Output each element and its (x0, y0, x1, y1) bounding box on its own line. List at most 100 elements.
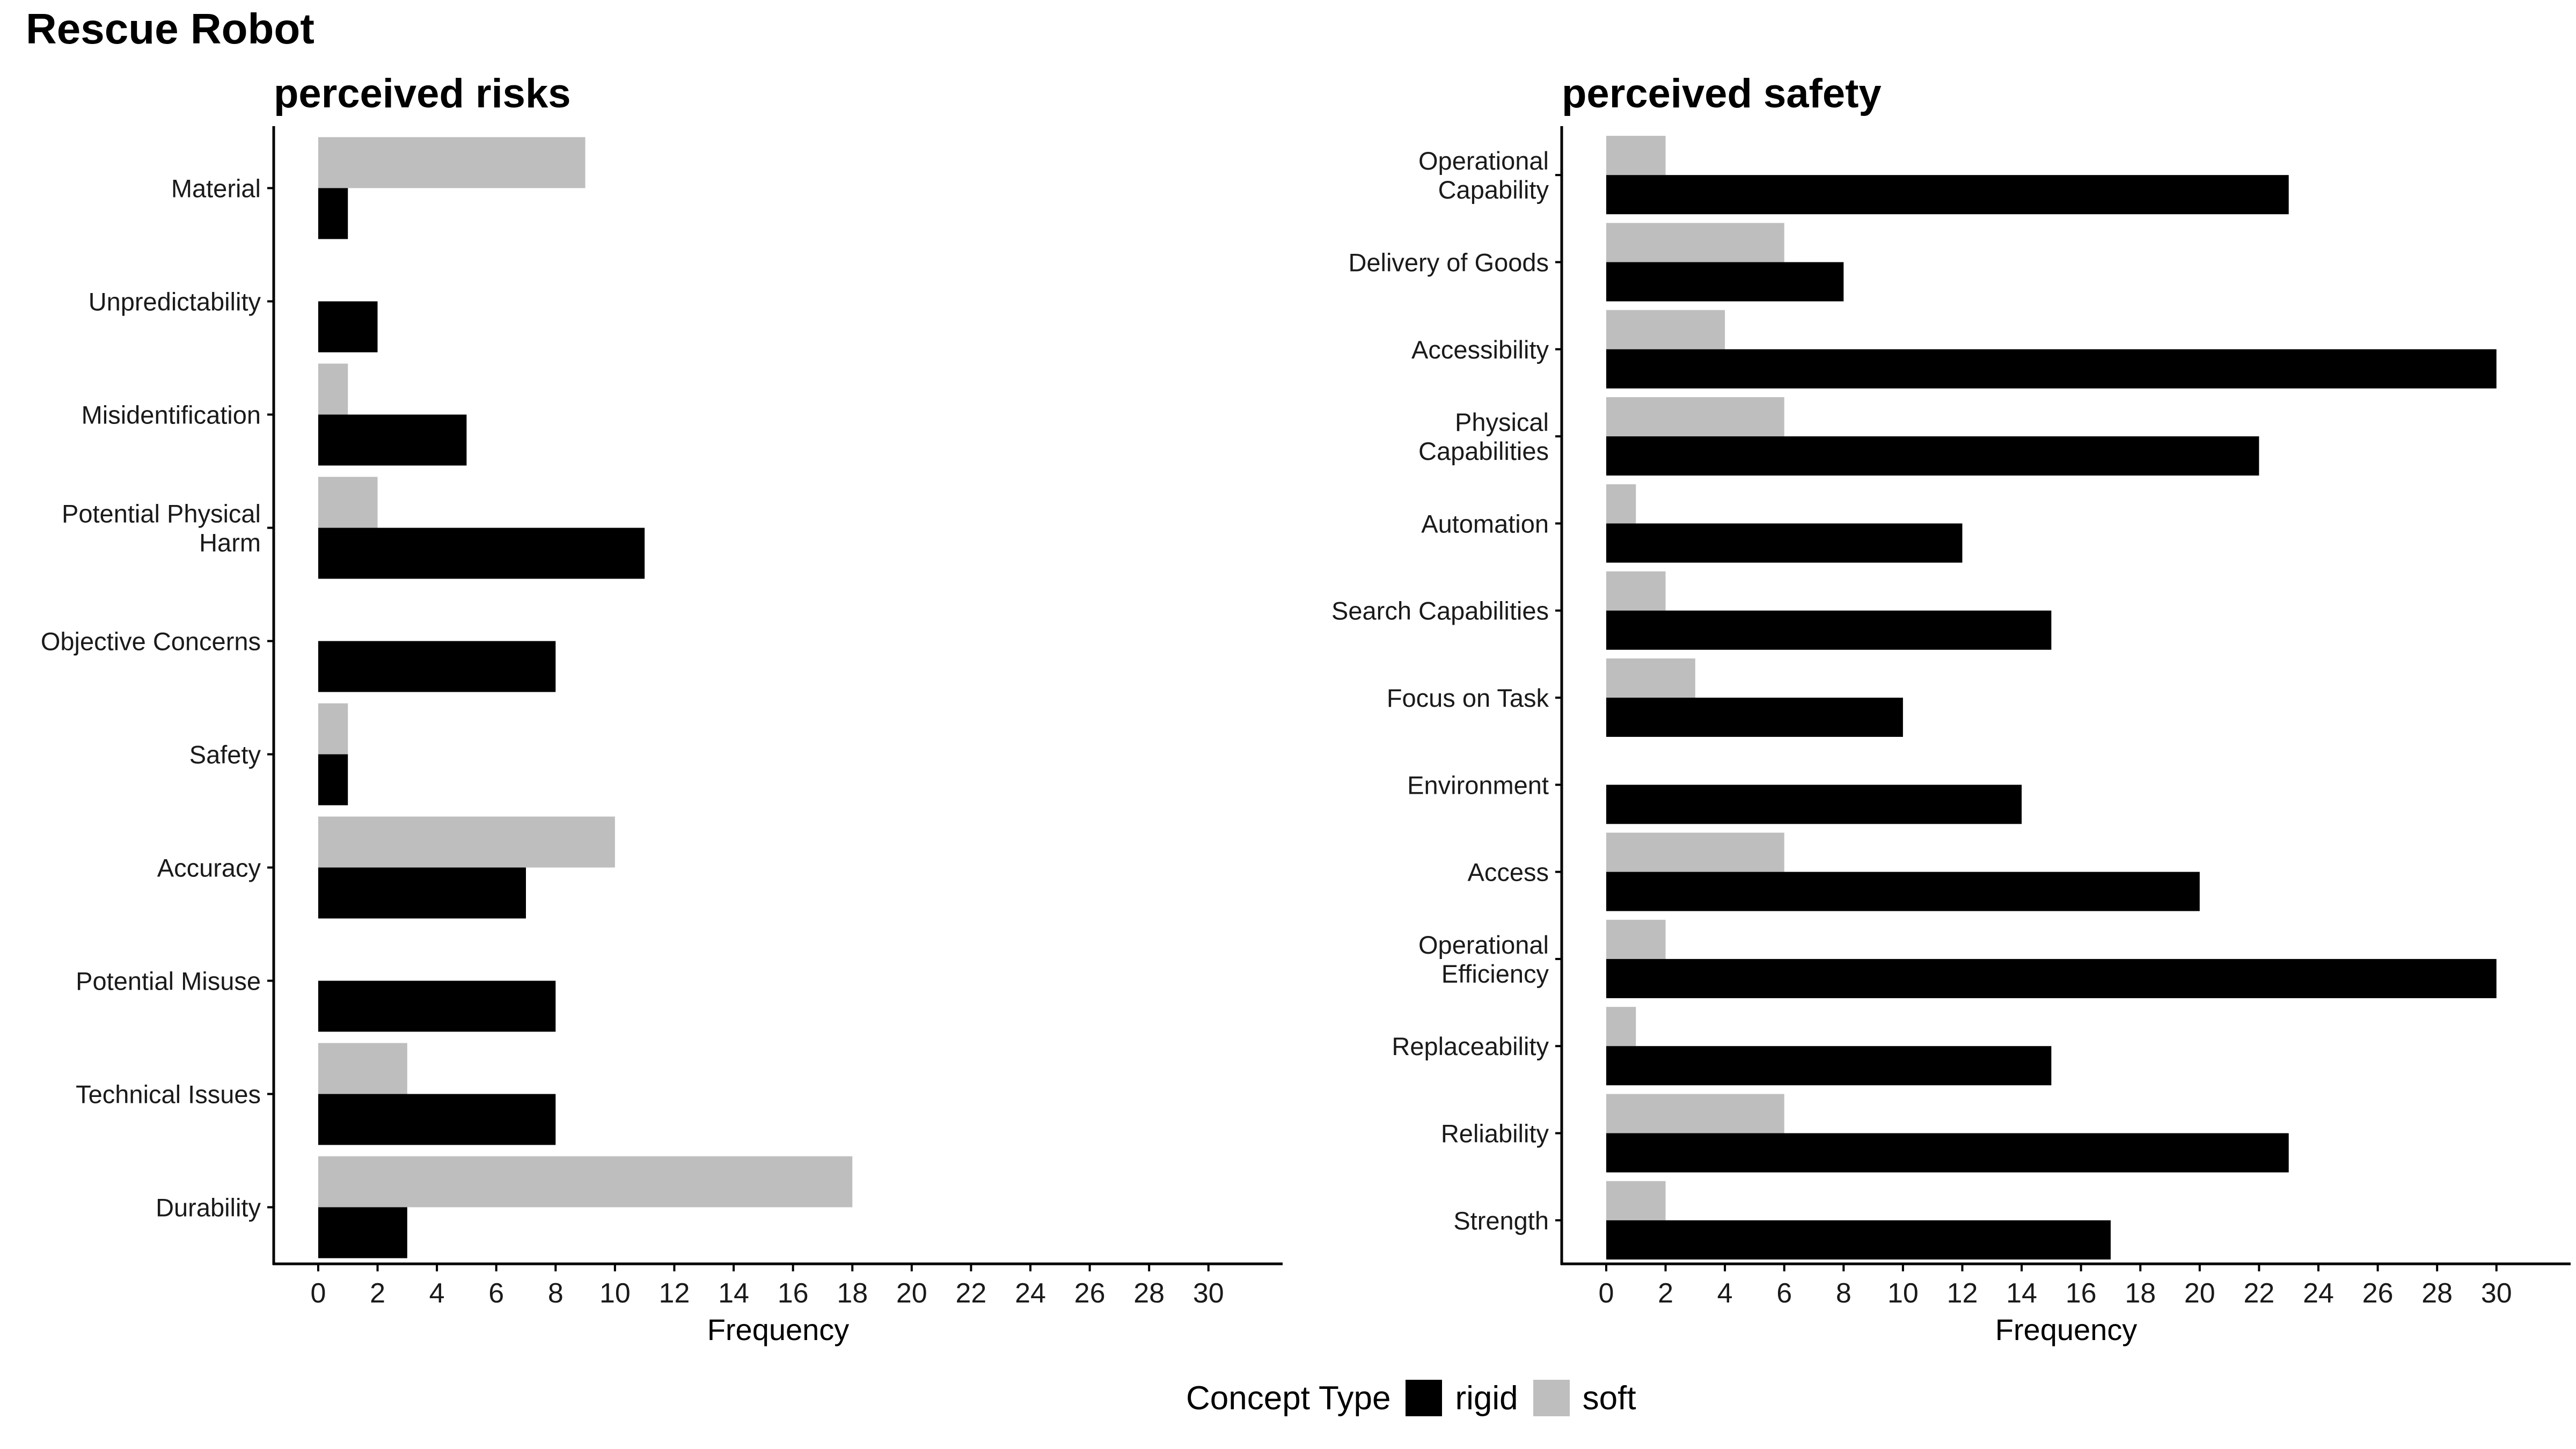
x-tick-label: 2 (370, 1278, 385, 1309)
bar-soft-risks-3 (318, 816, 615, 868)
legend-label-rigid: rigid (1455, 1379, 1518, 1417)
x-tick-label: 14 (2006, 1278, 2037, 1309)
x-tick-label: 20 (2184, 1278, 2215, 1309)
y-tick-label: Material (171, 174, 261, 203)
y-tick-label: Operational Capability (1418, 147, 1549, 204)
chart-perceived-safety: perceived safety Strength Reliability Repla… (1331, 71, 2571, 1346)
bar-rigid-risks-6 (318, 528, 645, 579)
x-tick-label: 18 (837, 1278, 868, 1309)
bar-soft-safety-12 (1606, 136, 1666, 175)
y-tick-label: Accuracy (157, 854, 261, 882)
bar-rigid-safety-9 (1606, 436, 2259, 476)
x-tick-label: 4 (1717, 1278, 1733, 1309)
bar-rigid-safety-2 (1606, 1046, 2052, 1086)
legend-title: Concept Type (1186, 1379, 1391, 1417)
bar-rigid-safety-5 (1606, 785, 2022, 824)
bar-rigid-risks-5 (318, 641, 556, 692)
x-tick-label: 8 (1836, 1278, 1851, 1309)
page-title: Rescue Robot (26, 5, 314, 53)
bar-rigid-safety-3 (1606, 958, 2497, 998)
y-tick-label: Unpredictability (89, 288, 261, 316)
y-tick-label: Physical Capabilities (1418, 408, 1549, 465)
bar-rigid-risks-3 (318, 867, 526, 919)
y-tick-label: Delivery of Goods (1348, 248, 1549, 276)
bar-soft-safety-6 (1606, 658, 1695, 698)
y-tick-label: Durability (156, 1194, 261, 1222)
bar-rigid-safety-1 (1606, 1133, 2289, 1173)
x-tick-label: 24 (1015, 1278, 1046, 1309)
x-tick-label: 0 (310, 1278, 326, 1309)
x-tick-label: 8 (548, 1278, 564, 1309)
x-tick-label: 14 (718, 1278, 749, 1309)
x-tick-label: 0 (1598, 1278, 1614, 1309)
y-tick-label: Potential Physical Harm (62, 500, 261, 557)
bar-soft-risks-4 (318, 703, 348, 755)
y-tick-label: Operational Efficiency (1418, 931, 1549, 988)
bar-rigid-risks-2 (318, 980, 556, 1032)
bar-soft-risks-6 (318, 477, 378, 528)
x-tick-label: 22 (955, 1278, 986, 1309)
chart-title: perceived risks (274, 71, 571, 116)
legend-swatch-soft (1533, 1380, 1570, 1416)
x-tick-label: 10 (1887, 1278, 1919, 1309)
y-tick-label: Access (1468, 858, 1549, 887)
x-tick-label: 16 (2066, 1278, 2097, 1309)
bar-rigid-safety-4 (1606, 872, 2200, 911)
y-tick-label: Replaceability (1392, 1032, 1549, 1060)
x-tick-label: 22 (2243, 1278, 2274, 1309)
y-tick-label: Automation (1421, 509, 1549, 538)
bar-rigid-safety-12 (1606, 175, 2289, 215)
bar-rigid-safety-10 (1606, 349, 2497, 389)
bar-soft-safety-7 (1606, 571, 1666, 611)
bar-soft-safety-2 (1606, 1007, 1636, 1046)
bar-soft-risks-7 (318, 363, 348, 415)
bar-rigid-safety-7 (1606, 610, 2052, 650)
bar-soft-risks-1 (318, 1043, 407, 1094)
y-tick-label: Environment (1407, 771, 1549, 799)
bar-rigid-risks-7 (318, 414, 467, 466)
y-tick-label: Objective Concerns (41, 627, 261, 656)
y-tick-label: Search Capabilities (1331, 597, 1549, 625)
bar-rigid-safety-11 (1606, 262, 1844, 302)
x-tick-label: 12 (1947, 1278, 1978, 1309)
bar-rigid-risks-4 (318, 754, 348, 806)
y-tick-label: Strength (1453, 1206, 1549, 1235)
legend-swatch-rigid (1406, 1380, 1443, 1416)
x-tick-label: 16 (778, 1278, 809, 1309)
x-tick-label: 18 (2125, 1278, 2156, 1309)
y-tick-label: Misidentification (82, 401, 261, 429)
x-tick-label: 2 (1658, 1278, 1673, 1309)
x-tick-label: 28 (1133, 1278, 1165, 1309)
bar-soft-safety-3 (1606, 919, 1666, 959)
bar-soft-risks-9 (318, 137, 586, 188)
y-tick-label: Technical Issues (76, 1080, 261, 1109)
x-tick-label: 24 (2303, 1278, 2334, 1309)
bar-soft-safety-1 (1606, 1094, 1784, 1133)
bar-rigid-safety-8 (1606, 523, 1963, 563)
x-tick-label: 20 (896, 1278, 927, 1309)
bar-rigid-risks-8 (318, 301, 378, 353)
bar-rigid-safety-0 (1606, 1220, 2111, 1260)
y-tick-label: Accessibility (1411, 335, 1549, 364)
legend: Concept Type rigid soft (1186, 1374, 1651, 1422)
bar-soft-safety-0 (1606, 1181, 1666, 1220)
x-axis-title: Frequency (1995, 1313, 2138, 1346)
y-tick-label: Potential Misuse (76, 967, 261, 996)
y-tick-label: Focus on Task (1387, 684, 1549, 712)
bar-soft-safety-4 (1606, 832, 1784, 872)
x-tick-label: 6 (1776, 1278, 1792, 1309)
bar-rigid-risks-0 (318, 1207, 407, 1258)
bar-soft-safety-9 (1606, 397, 1784, 437)
x-tick-label: 10 (599, 1278, 631, 1309)
bar-rigid-risks-1 (318, 1094, 556, 1145)
chart-perceived-risks: perceived risks Durability Technical Issue… (41, 71, 1283, 1346)
x-tick-label: 12 (659, 1278, 690, 1309)
x-tick-label: 30 (1193, 1278, 1224, 1309)
x-tick-label: 26 (2362, 1278, 2394, 1309)
bar-soft-risks-0 (318, 1156, 853, 1208)
legend-label-soft: soft (1582, 1379, 1636, 1417)
chart-title: perceived safety (1562, 71, 1882, 116)
bar-rigid-safety-6 (1606, 698, 1903, 737)
x-tick-label: 28 (2421, 1278, 2453, 1309)
x-axis-title: Frequency (707, 1313, 850, 1346)
